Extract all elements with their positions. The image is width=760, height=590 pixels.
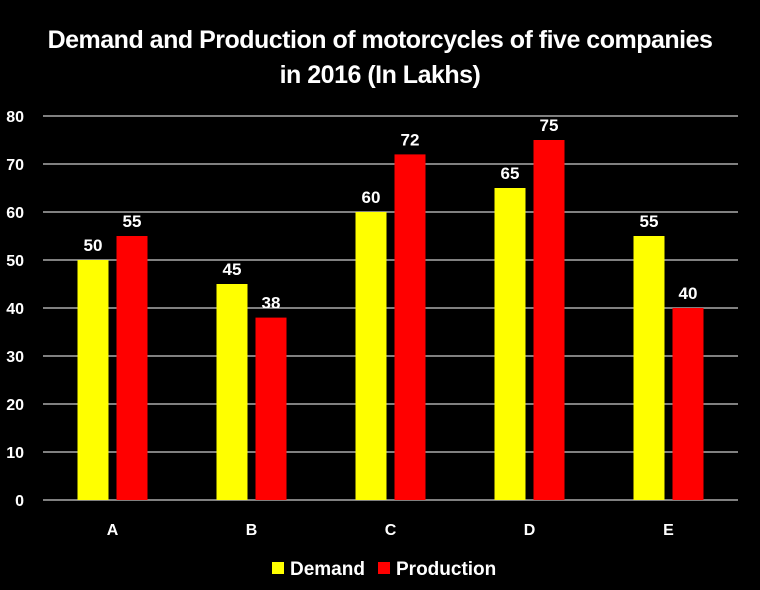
x-tick-label: B (246, 522, 258, 539)
data-label: 45 (223, 260, 242, 279)
y-tick-label: 20 (6, 397, 24, 414)
y-tick-label: 0 (15, 493, 24, 510)
data-label: 40 (679, 284, 698, 303)
data-label: 65 (501, 164, 520, 183)
data-label: 72 (401, 130, 420, 149)
bar-demand-a (77, 260, 109, 500)
x-tick-label: D (524, 522, 536, 539)
bar-demand-b (216, 284, 248, 500)
bar-production-e (672, 308, 704, 500)
y-tick-label: 50 (6, 253, 24, 270)
data-label: 38 (262, 294, 281, 313)
x-tick-label: E (663, 522, 674, 539)
data-label: 55 (640, 212, 659, 231)
x-tick-label: C (385, 522, 397, 539)
data-label: 55 (123, 212, 142, 231)
legend-swatch-demand (272, 562, 284, 574)
bar-production-a (116, 236, 148, 500)
data-label: 60 (362, 188, 381, 207)
legend-label-demand: Demand (290, 559, 365, 580)
bar-demand-d (494, 188, 526, 500)
y-tick-label: 10 (6, 445, 24, 462)
y-tick-label: 60 (6, 205, 24, 222)
chart-title-line-1: Demand and Production of motorcycles of … (47, 26, 713, 54)
y-tick-label: 40 (6, 301, 24, 318)
data-label: 50 (84, 236, 103, 255)
bar-demand-e (633, 236, 665, 500)
y-tick-label: 30 (6, 349, 24, 366)
y-tick-label: 80 (6, 109, 24, 126)
bar-production-d (533, 140, 565, 500)
bar-production-b (255, 317, 287, 500)
legend-label-production: Production (396, 559, 496, 580)
legend-swatch-production (378, 562, 390, 574)
data-label: 75 (540, 116, 559, 135)
y-tick-label: 70 (6, 157, 24, 174)
x-tick-label: A (107, 522, 119, 539)
chart-title-line-2: in 2016 (In Lakhs) (279, 61, 481, 89)
bar-demand-c (355, 212, 387, 500)
bar-production-c (394, 154, 426, 500)
